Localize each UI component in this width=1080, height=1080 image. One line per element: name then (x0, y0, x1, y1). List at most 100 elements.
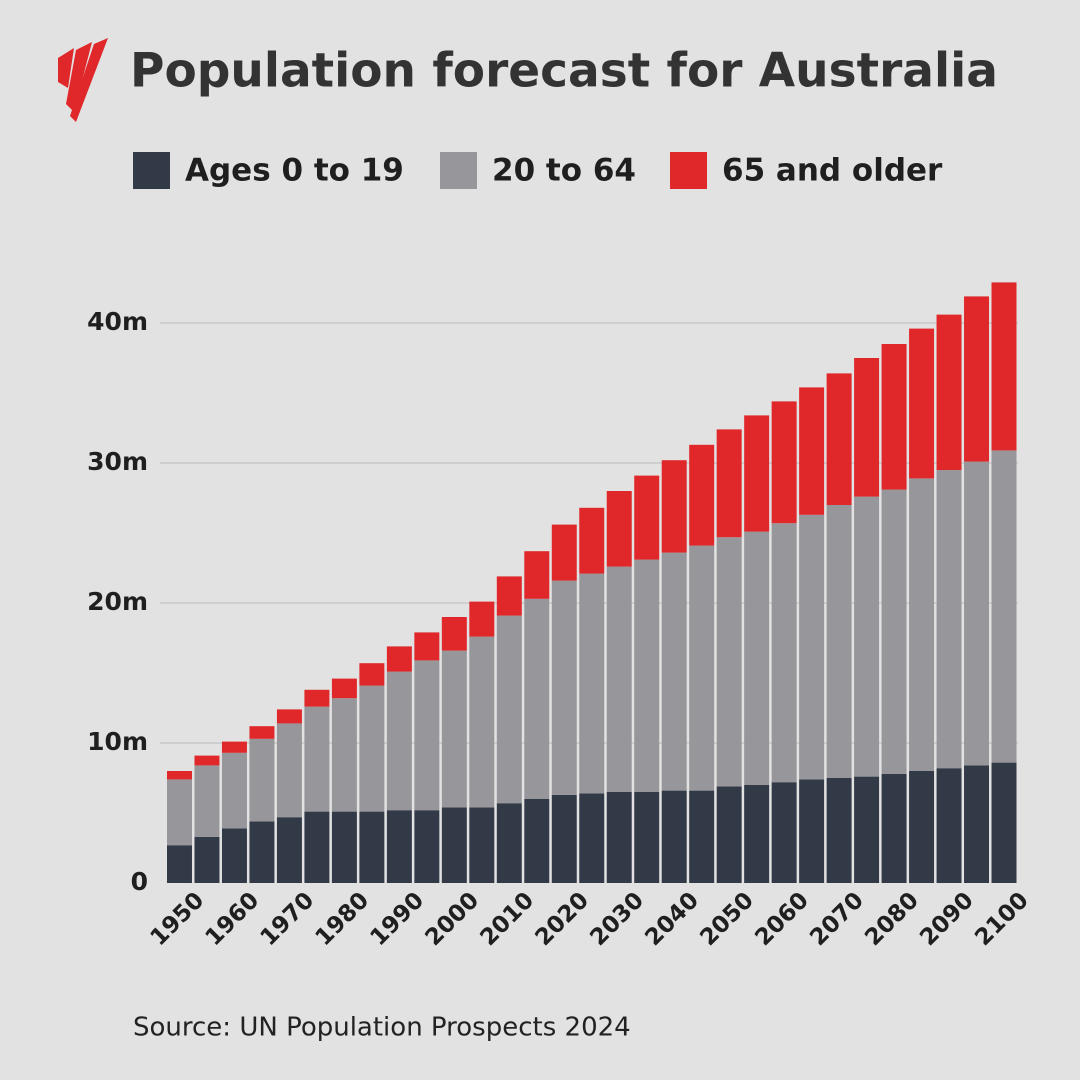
bar-segment (551, 524, 577, 581)
x-tick-label: 1990 (366, 887, 430, 951)
bar-segment (249, 821, 275, 883)
bar-segment (551, 580, 577, 795)
bar-segment (194, 755, 220, 766)
bar-segment (496, 615, 522, 804)
bar-segment (359, 685, 385, 812)
bar-segment (524, 799, 550, 883)
bar-segment (441, 807, 467, 883)
bar-segment (909, 328, 935, 479)
bar-segment (386, 810, 412, 883)
bar-segment (194, 765, 220, 837)
bar-segment (249, 726, 275, 739)
bar-segment (909, 771, 935, 883)
bar-segment (826, 373, 852, 505)
y-tick-label: 40m (87, 307, 148, 336)
bar-segment (579, 507, 605, 574)
bar-segment (744, 531, 770, 785)
bar-segment (661, 552, 687, 791)
bar-segment (359, 663, 385, 686)
bar-segment (276, 723, 302, 818)
bar-segment (551, 794, 577, 883)
bar-segment (167, 779, 192, 846)
bar-segment (771, 401, 797, 524)
bar-segment (194, 836, 220, 883)
bar-segment (881, 489, 907, 774)
bar-segment (276, 709, 302, 724)
bar-segment (744, 415, 770, 532)
x-tick-label: 2100 (970, 887, 1034, 951)
legend-label: 20 to 64 (492, 153, 636, 189)
bar-segment (579, 573, 605, 794)
bar-segment (249, 738, 275, 822)
x-tick-label: 2020 (530, 887, 594, 951)
x-tick-label: 1950 (146, 887, 210, 951)
bar-segment (441, 650, 467, 808)
bar-segment (964, 461, 990, 766)
bar-segment (221, 752, 247, 829)
bar-segment (441, 617, 467, 651)
bar-segment (414, 810, 440, 883)
bar-segment (221, 741, 247, 753)
bar-segment (689, 444, 715, 546)
x-tick-label: 1960 (201, 887, 265, 951)
bar-segment (469, 807, 495, 883)
bar-segment (359, 811, 385, 883)
bar-segment (331, 698, 357, 812)
bar-segment (771, 523, 797, 783)
bar-segment (799, 387, 825, 515)
bar-segment (881, 773, 907, 883)
bar-segment (854, 496, 880, 777)
bar-segment (799, 514, 825, 780)
bar-segment (964, 296, 990, 462)
bar-segment (304, 811, 330, 883)
y-tick-label: 10m (87, 727, 148, 756)
bar-segment (744, 785, 770, 883)
bar-segment (304, 706, 330, 812)
x-tick-label: 2060 (750, 887, 814, 951)
bar-segment (826, 505, 852, 778)
bar-segment (964, 765, 990, 883)
x-tick-label: 2090 (915, 887, 979, 951)
bar-segment (716, 786, 742, 883)
bar-segment (991, 762, 1017, 883)
bar-segment (524, 551, 550, 599)
y-tick-label: 20m (87, 587, 148, 616)
bar-segment (936, 314, 962, 470)
x-tick-label: 2040 (640, 887, 704, 951)
bar-segment (661, 790, 687, 883)
bar-segment (634, 559, 660, 792)
x-tick-label: 2080 (860, 887, 924, 951)
bar-segment (854, 776, 880, 883)
x-tick-label: 2000 (421, 887, 485, 951)
legend-swatch (440, 152, 477, 189)
y-tick-label: 0 (131, 867, 148, 896)
x-tick-label: 1970 (256, 887, 320, 951)
bar-segment (606, 491, 632, 567)
bar-segment (661, 460, 687, 553)
bar-segment (689, 545, 715, 791)
bar-segment (854, 358, 880, 497)
bar-segment (799, 779, 825, 883)
bar-segment (689, 790, 715, 883)
bar-segment (716, 429, 742, 538)
legend-swatch (670, 152, 707, 189)
bar-segment (991, 450, 1017, 763)
bar-segment (304, 689, 330, 707)
bar-segment (606, 566, 632, 792)
legend-label: Ages 0 to 19 (185, 153, 404, 189)
bar-segment (826, 778, 852, 883)
bar-segment (936, 470, 962, 769)
bar-segment (386, 646, 412, 672)
bar-segment (496, 803, 522, 883)
source: Source: UN Population Prospects 2024 (133, 1013, 631, 1043)
bar-segment (469, 636, 495, 808)
bar-segment (634, 475, 660, 560)
bar-segment (414, 660, 440, 811)
bar-segment (991, 282, 1017, 451)
bar-segment (881, 344, 907, 490)
bar-segment (771, 782, 797, 883)
y-tick-label: 30m (87, 447, 148, 476)
bar-segment (469, 601, 495, 637)
x-tick-label: 2010 (475, 887, 539, 951)
